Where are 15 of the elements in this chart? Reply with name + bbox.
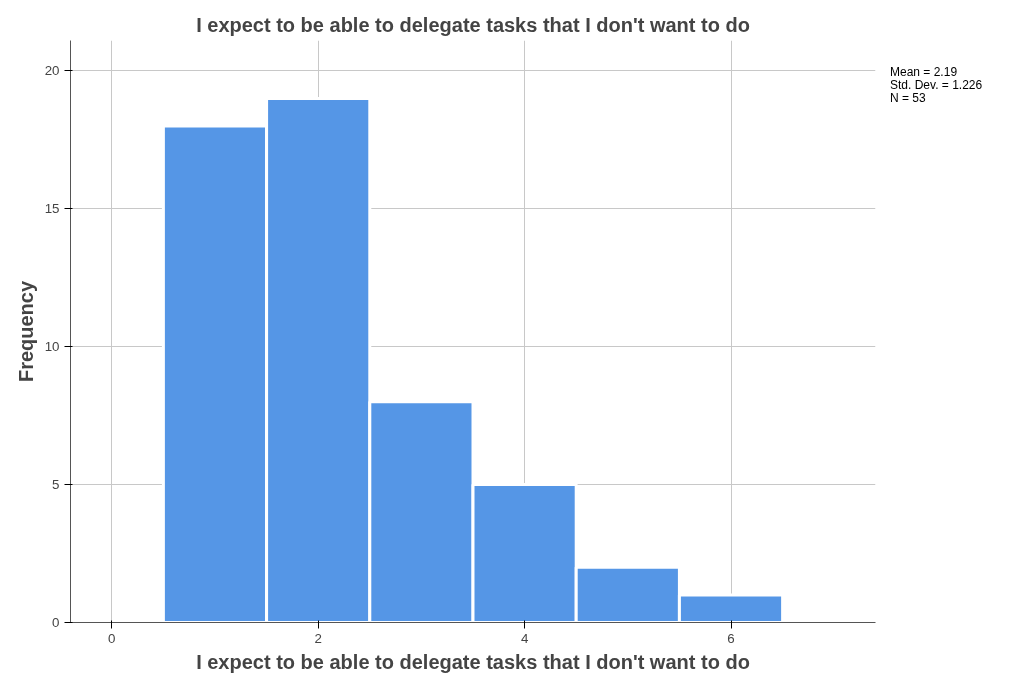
y-tick-label: 20 (44, 63, 60, 79)
y-tick-label: 5 (52, 477, 60, 493)
y-tick-label: 10 (44, 339, 60, 355)
text: Mean = 2.19 (890, 65, 958, 79)
x-tick-label: 4 (520, 630, 529, 646)
x-axis-title: I expect to be able to delegate tasks that I don't want to do (196, 650, 750, 673)
x-tick-label: 6 (727, 630, 735, 646)
chart-title: I expect to be able to delegate tasks that I don't want to do (196, 13, 750, 36)
text: Std. Dev. = 1.226 (890, 78, 983, 92)
text: N = 53 (890, 91, 926, 105)
y-tick-label: 15 (44, 201, 60, 217)
x-tick-label: 0 (108, 630, 116, 646)
y-axis-title: Frequency (14, 280, 37, 383)
x-tick-label: 2 (314, 630, 322, 646)
y-tick-label: 0 (52, 615, 60, 630)
